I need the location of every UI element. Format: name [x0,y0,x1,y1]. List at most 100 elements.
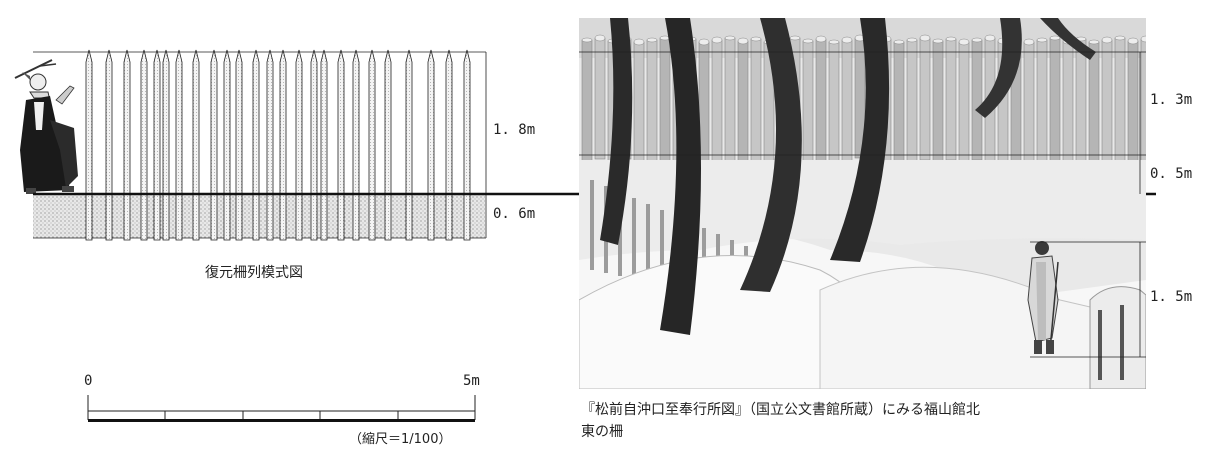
diagram-caption: 復元柵列模式図 [205,265,303,281]
illustration-fence-post [633,41,645,167]
illustration-fence-post-cap [984,34,996,42]
illustration-fence-post-cap [919,34,931,42]
illustration-fence-post [958,41,970,168]
palisade-diagram [14,49,487,241]
illustration-fence-post [802,40,814,164]
stake [210,49,218,241]
illustration-fence-post-cap [581,37,593,43]
illustration-fence-post [919,37,931,161]
illustration-fence-post-cap [646,37,658,43]
illustration-fence-post-cap [945,36,957,42]
illustration-fence-post-cap [698,38,710,46]
illustration-fence-post [1036,39,1048,163]
illustration-fence-post-cap [1023,38,1035,46]
illustration-person [1027,241,1059,354]
illustration-fence-post [1088,41,1100,163]
gate-structure [1089,286,1146,389]
illustration-fence-post [906,39,918,168]
samurai-figure [14,59,78,194]
below-ground-depth-label: 0. 6m [493,206,536,222]
scale-end-label: 5m [463,373,480,389]
illustration-fence-post-cap [1114,35,1126,41]
illustration-fence-post [828,41,840,164]
illustration-fence-post [932,40,944,168]
illustration-lower-fence-post [632,198,636,279]
stake [266,49,274,241]
stake [427,49,435,241]
illustration-fence-post-cap [789,35,801,41]
stake [123,49,131,241]
illustration-fence-post-cap [724,35,736,41]
illustration-fence-post-cap [737,37,749,45]
illustration-fence-post-cap [594,34,606,42]
stake [337,49,345,241]
tree-trunk-1 [600,18,633,245]
illustration-fence-post-cap [893,39,905,45]
illustration-fence-post [724,37,736,164]
illustration-fence-post [945,38,957,161]
illustration-lower-fence-post [646,204,650,282]
fence-height-label: 1. 3m [1150,92,1193,108]
illustration-fence-post-cap [1101,36,1113,44]
stake [279,49,287,241]
illustration-fence-post [750,38,762,164]
stake [175,49,183,241]
stake [252,49,260,241]
illustration-caption-line2: 東の柵 [581,424,623,440]
illustration-dimension-lines [579,51,1146,358]
illustration-fence-post [737,40,749,162]
illustration-caption-line1: 『松前自沖口至奉行所図』（国立公文書館所蔵）にみる福山館北 [581,402,980,418]
illustration-fence-post-cap [1088,39,1100,45]
illustration-fence-post-cap [932,38,944,44]
illustration-fence-post-cap [750,36,762,42]
lower-gap-label: 0. 5m [1150,166,1193,182]
stake [405,49,413,241]
tree-trunk-2 [660,18,701,335]
illustration-fence-post [646,39,658,169]
illustration-fence-post [1023,41,1035,170]
illustration-fence-post [594,37,606,160]
illustration-lower-fence-post [590,180,594,270]
illustration-fence-post-cap [1127,37,1139,45]
illustration-fence-post-cap [1036,37,1048,43]
stake [235,49,243,241]
stake [153,49,161,241]
illustration-fence-post [1062,40,1074,163]
illustration-fence-post [1114,37,1126,167]
illustration-fence-post-cap [633,38,645,46]
stake [445,49,453,241]
stake [105,49,113,241]
stake [295,49,303,241]
stake [384,49,392,241]
scale-bar [87,395,476,422]
illustration-fence-post-cap [958,38,970,46]
stake [223,49,231,241]
illustration-fence-post-cap [802,38,814,44]
scale-ratio-label: （縮尺＝1/100） [349,432,452,447]
illustration-fence-post [711,39,723,162]
illustration-fence-post [1101,39,1113,165]
illustration-fence-post [893,41,905,166]
person-height-label: 1. 5m [1150,289,1193,305]
stake [85,49,93,241]
illustration-fence-post [1049,37,1061,165]
stake [140,49,148,241]
illustration-fence-post-cap [841,36,853,44]
stake [352,49,360,241]
illustration-fence-post [841,39,853,166]
tree-trunk-3 [740,18,802,292]
illustration-fence-post [1140,38,1146,167]
stake [368,49,376,241]
scale-start-label: 0 [84,373,93,389]
illustration-caption: 『松前自沖口至奉行所図』（国立公文書館所蔵）にみる福山館北 東の柵 [581,399,1001,443]
illustration-fence-post-cap [828,39,840,45]
illustration-fence-post [971,39,983,161]
illustration-fence-post-cap [906,37,918,43]
illustration-fence-post-cap [1049,35,1061,41]
tree-trunk-5 [975,18,1022,118]
illustration-fence-post [815,38,827,166]
illustration-fence-post-cap [711,36,723,44]
stake [192,49,200,241]
